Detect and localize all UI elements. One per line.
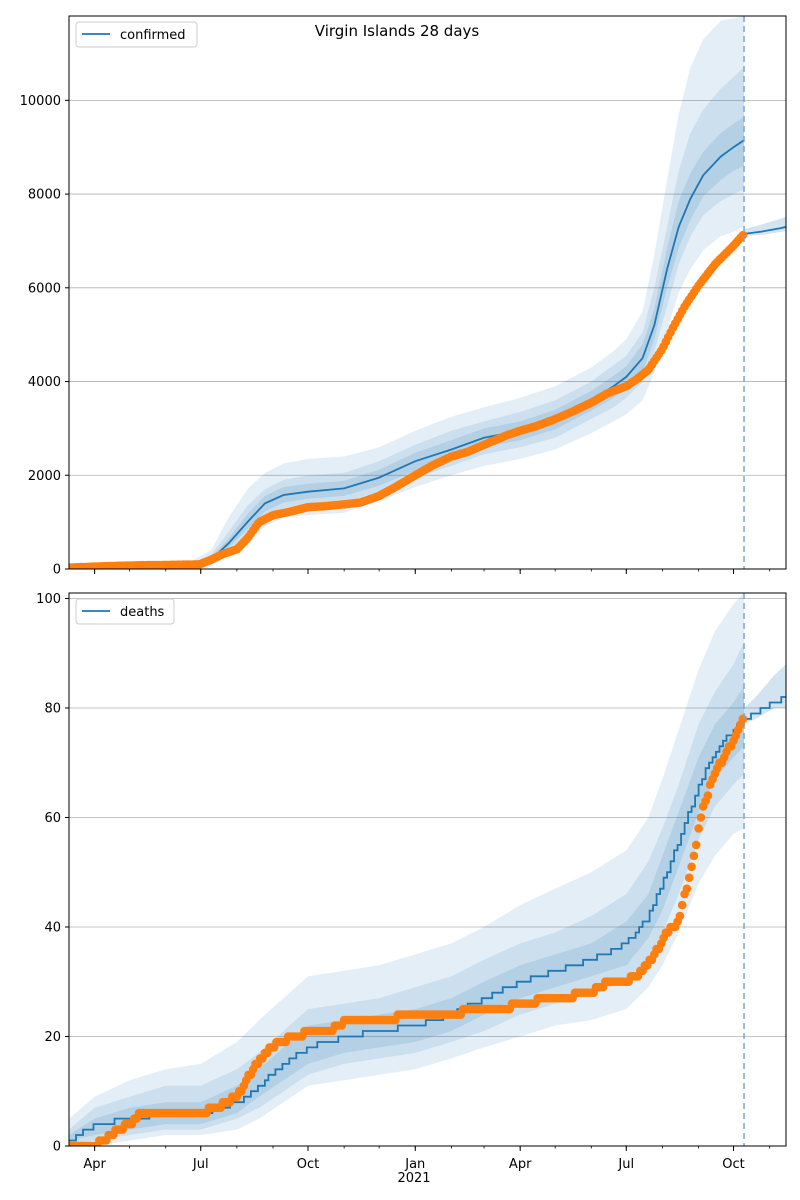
deaths-observed-point: [682, 884, 692, 893]
deaths-forecast-line: [744, 696, 786, 720]
deaths-observed-point: [684, 873, 694, 882]
confirmed-y-tick-label: 6000: [28, 281, 61, 296]
deaths-x-tick-label: Jul: [617, 1157, 634, 1172]
confirmed-y-tick-label: 4000: [28, 375, 61, 390]
deaths-y-tick-label: 0: [53, 1140, 61, 1155]
chart-title: Virgin Islands 28 days: [315, 22, 480, 40]
confirmed-middle-band: [69, 67, 744, 569]
deaths-x-tick-label: Oct: [722, 1157, 744, 1172]
confirmed-bands: [69, 16, 786, 569]
deaths-x-tick-label: Jan: [404, 1157, 425, 1172]
deaths-observed-point: [738, 714, 748, 724]
deaths-x-tick-label: Apr: [509, 1157, 532, 1172]
deaths-y-tick-label: 60: [44, 811, 61, 826]
deaths-observed-point: [691, 840, 701, 850]
deaths-legend: deaths: [75, 598, 175, 625]
deaths-panel: 0 20 40 60 80 100 Apr Jul Oct Jan Apr Jul Oct death…: [36, 592, 787, 1186]
confirmed-observed-point: [738, 230, 748, 240]
deaths-observed-layer: [69, 714, 748, 1146]
x-axis-year-label: 2021: [397, 1171, 430, 1186]
deaths-observed-point: [677, 900, 687, 910]
deaths-y-tick-label: 40: [44, 920, 61, 935]
deaths-bands: [69, 593, 786, 1146]
confirmed-y-tick-label: 10000: [20, 94, 61, 109]
deaths-forecast-band: [744, 664, 786, 725]
confirmed-axes-frame: [68, 15, 787, 570]
deaths-x-tick-label: Jul: [192, 1157, 209, 1172]
confirmed-legend-label: confirmed: [120, 28, 186, 43]
deaths-axes-frame: [68, 592, 787, 1147]
confirmed-x-axis: [94, 569, 771, 574]
deaths-observed-point: [703, 791, 713, 800]
deaths-x-tick-label: Oct: [297, 1157, 319, 1172]
deaths-observed-point: [696, 813, 706, 822]
deaths-x-axis: Apr Jul Oct Jan Apr Jul Oct: [83, 1146, 771, 1172]
confirmed-legend-box: [75, 21, 198, 48]
deaths-middle-band: [69, 642, 744, 1146]
deaths-x-tick-label: Apr: [83, 1157, 106, 1172]
confirmed-outer-band: [69, 16, 744, 569]
confirmed-observed-layer: [69, 230, 748, 569]
deaths-observed-point: [694, 824, 703, 833]
deaths-legend-box: [75, 598, 175, 625]
confirmed-legend: confirmed: [75, 21, 198, 48]
deaths-y-tick-label: 80: [44, 701, 61, 716]
confirmed-grid: [69, 99, 786, 476]
deaths-y-tick-label: 20: [44, 1030, 61, 1045]
deaths-y-tick-label: 100: [36, 592, 61, 607]
deaths-legend-label: deaths: [120, 605, 165, 620]
deaths-y-axis: 0 20 40 60 80 100: [36, 592, 69, 1155]
deaths-observed-point: [675, 911, 685, 921]
confirmed-forecast-line: [743, 226, 786, 235]
confirmed-y-tick-label: 8000: [28, 188, 61, 203]
deaths-outer-band: [69, 593, 744, 1146]
confirmed-panel: 0 2000 4000 6000 8000 10000 confirmed Virgin …: [20, 15, 787, 578]
confirmed-y-axis: 0 2000 4000 6000 8000 10000: [20, 94, 69, 578]
confirmed-y-tick-label: 0: [53, 563, 61, 578]
confirmed-forecast-band: [744, 216, 786, 237]
deaths-observed-point: [687, 862, 696, 872]
deaths-observed-point: [689, 851, 699, 861]
confirmed-y-tick-label: 2000: [28, 469, 61, 484]
